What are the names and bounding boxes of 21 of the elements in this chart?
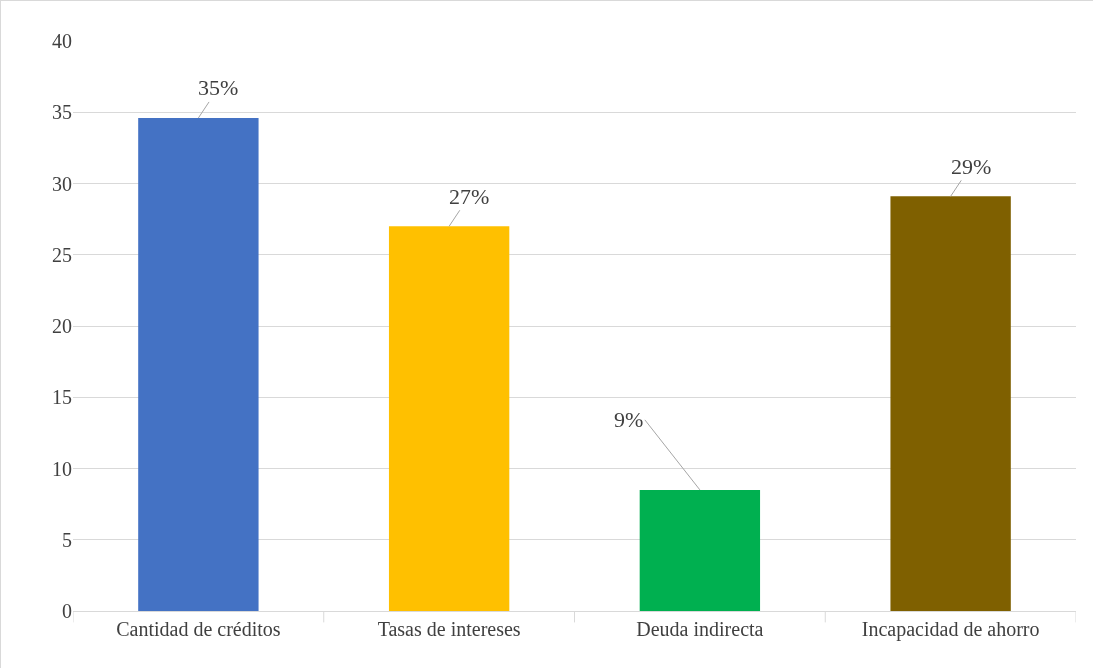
x-tick-label: Tasas de intereses	[377, 618, 521, 640]
y-tick-label: 10	[52, 457, 72, 480]
y-tick-label: 35	[52, 101, 72, 124]
x-tick-label: Cantidad de créditos	[116, 618, 281, 640]
y-tick-label: 25	[52, 243, 72, 266]
data-label: 9%	[614, 407, 644, 432]
y-tick-label: 30	[52, 172, 72, 195]
y-tick-label: 20	[52, 315, 72, 337]
y-tick-label: 5	[62, 528, 72, 551]
data-label: 35%	[198, 75, 239, 100]
bar	[138, 117, 259, 611]
y-tick-label: 15	[52, 386, 72, 409]
bar	[639, 489, 761, 611]
x-tick-label: Deuda indirecta	[636, 618, 764, 640]
y-tick-label: 0	[62, 600, 72, 622]
data-label: 27%	[449, 184, 490, 209]
bar	[388, 226, 510, 611]
bar	[890, 196, 1011, 611]
x-tick-label: Incapacidad de ahorro	[861, 618, 1040, 641]
data-label: 29%	[951, 154, 992, 179]
y-tick-label: 40	[52, 30, 72, 52]
